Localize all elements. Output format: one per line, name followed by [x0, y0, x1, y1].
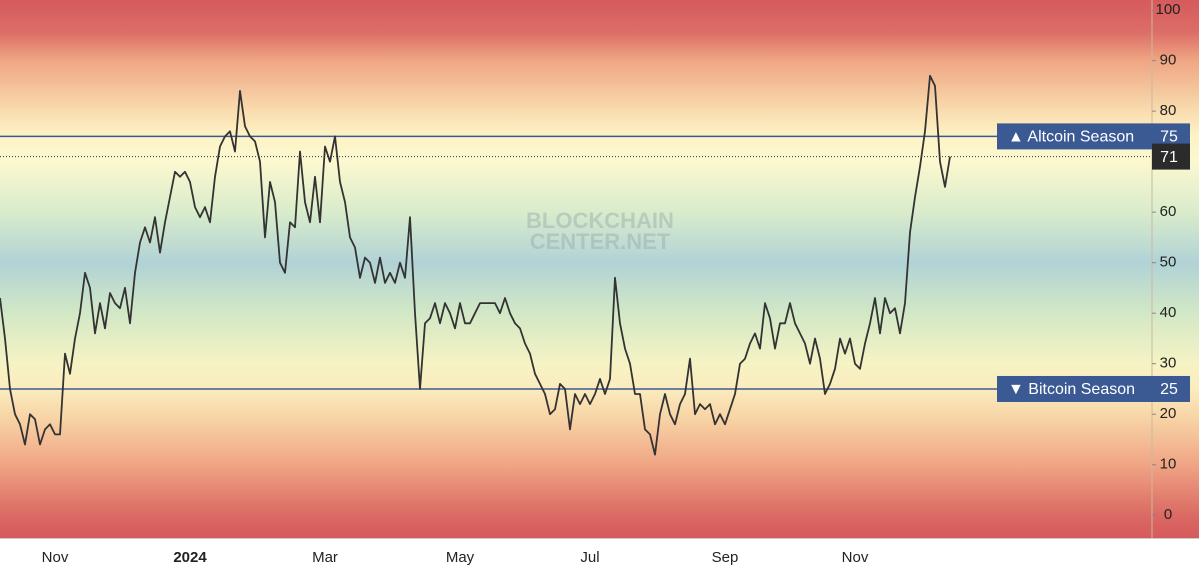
y-tick-label: 20 — [1160, 405, 1177, 422]
watermark: BLOCKCHAIN CENTER.NET — [526, 208, 674, 254]
series-line — [0, 74, 951, 456]
last-value-label: 71 — [1160, 149, 1178, 166]
x-tick-label: Nov — [842, 549, 869, 566]
background — [0, 0, 1199, 538]
reference-value: 75 — [1160, 129, 1178, 146]
x-tick-label: Sep — [712, 549, 739, 566]
y-tick-label: 0 — [1164, 506, 1172, 523]
last-value-box — [1152, 143, 1190, 170]
reference-label-box — [997, 123, 1155, 150]
watermark-line: BLOCKCHAIN — [526, 208, 674, 233]
y-tick-label: 40 — [1160, 304, 1177, 321]
y-tick-label: 60 — [1160, 203, 1177, 220]
y-tick-label: 50 — [1160, 254, 1177, 271]
reference-value-box — [1155, 375, 1190, 402]
reference-label: ▲ Altcoin Season — [1008, 129, 1134, 146]
y-tick-label: 90 — [1160, 52, 1177, 69]
y-tick-label: 80 — [1160, 102, 1177, 119]
y-tick-label: 100 — [1155, 1, 1180, 18]
reference-label-box — [997, 375, 1155, 402]
x-tick-label: Mar — [312, 549, 338, 566]
x-tick-label: Jul — [580, 549, 599, 566]
y-tick-label: 10 — [1160, 456, 1177, 473]
x-tick-label: 2024 — [173, 549, 207, 566]
reference-label: ▼ Bitcoin Season — [1008, 381, 1135, 398]
x-tick-label: Nov — [42, 549, 69, 566]
reference-value: 25 — [1160, 381, 1178, 398]
x-tick-label: May — [446, 549, 475, 566]
y-tick-label: 30 — [1160, 355, 1177, 372]
watermark-line: CENTER.NET — [530, 229, 671, 254]
